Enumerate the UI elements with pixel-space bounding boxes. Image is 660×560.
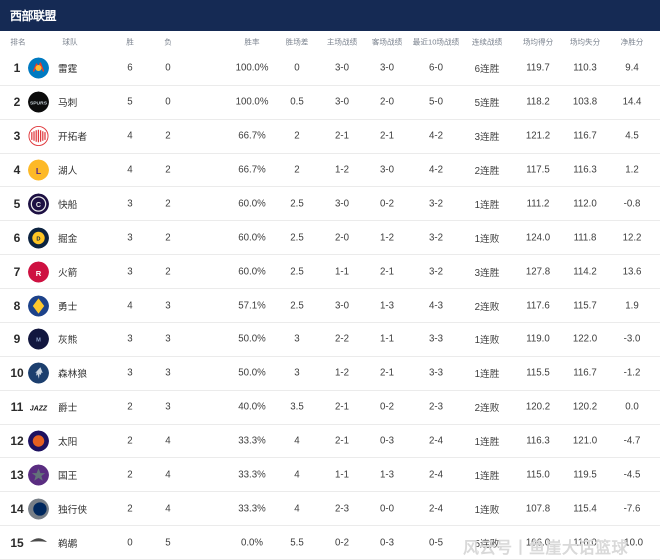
svg-text:D: D xyxy=(36,236,40,242)
svg-text:M: M xyxy=(36,338,41,344)
svg-text:SPURS: SPURS xyxy=(30,101,48,107)
svg-text:L: L xyxy=(36,166,41,176)
svg-text:JAZZ: JAZZ xyxy=(30,405,48,412)
svg-text:C: C xyxy=(36,201,41,209)
svg-text:R: R xyxy=(36,268,42,277)
